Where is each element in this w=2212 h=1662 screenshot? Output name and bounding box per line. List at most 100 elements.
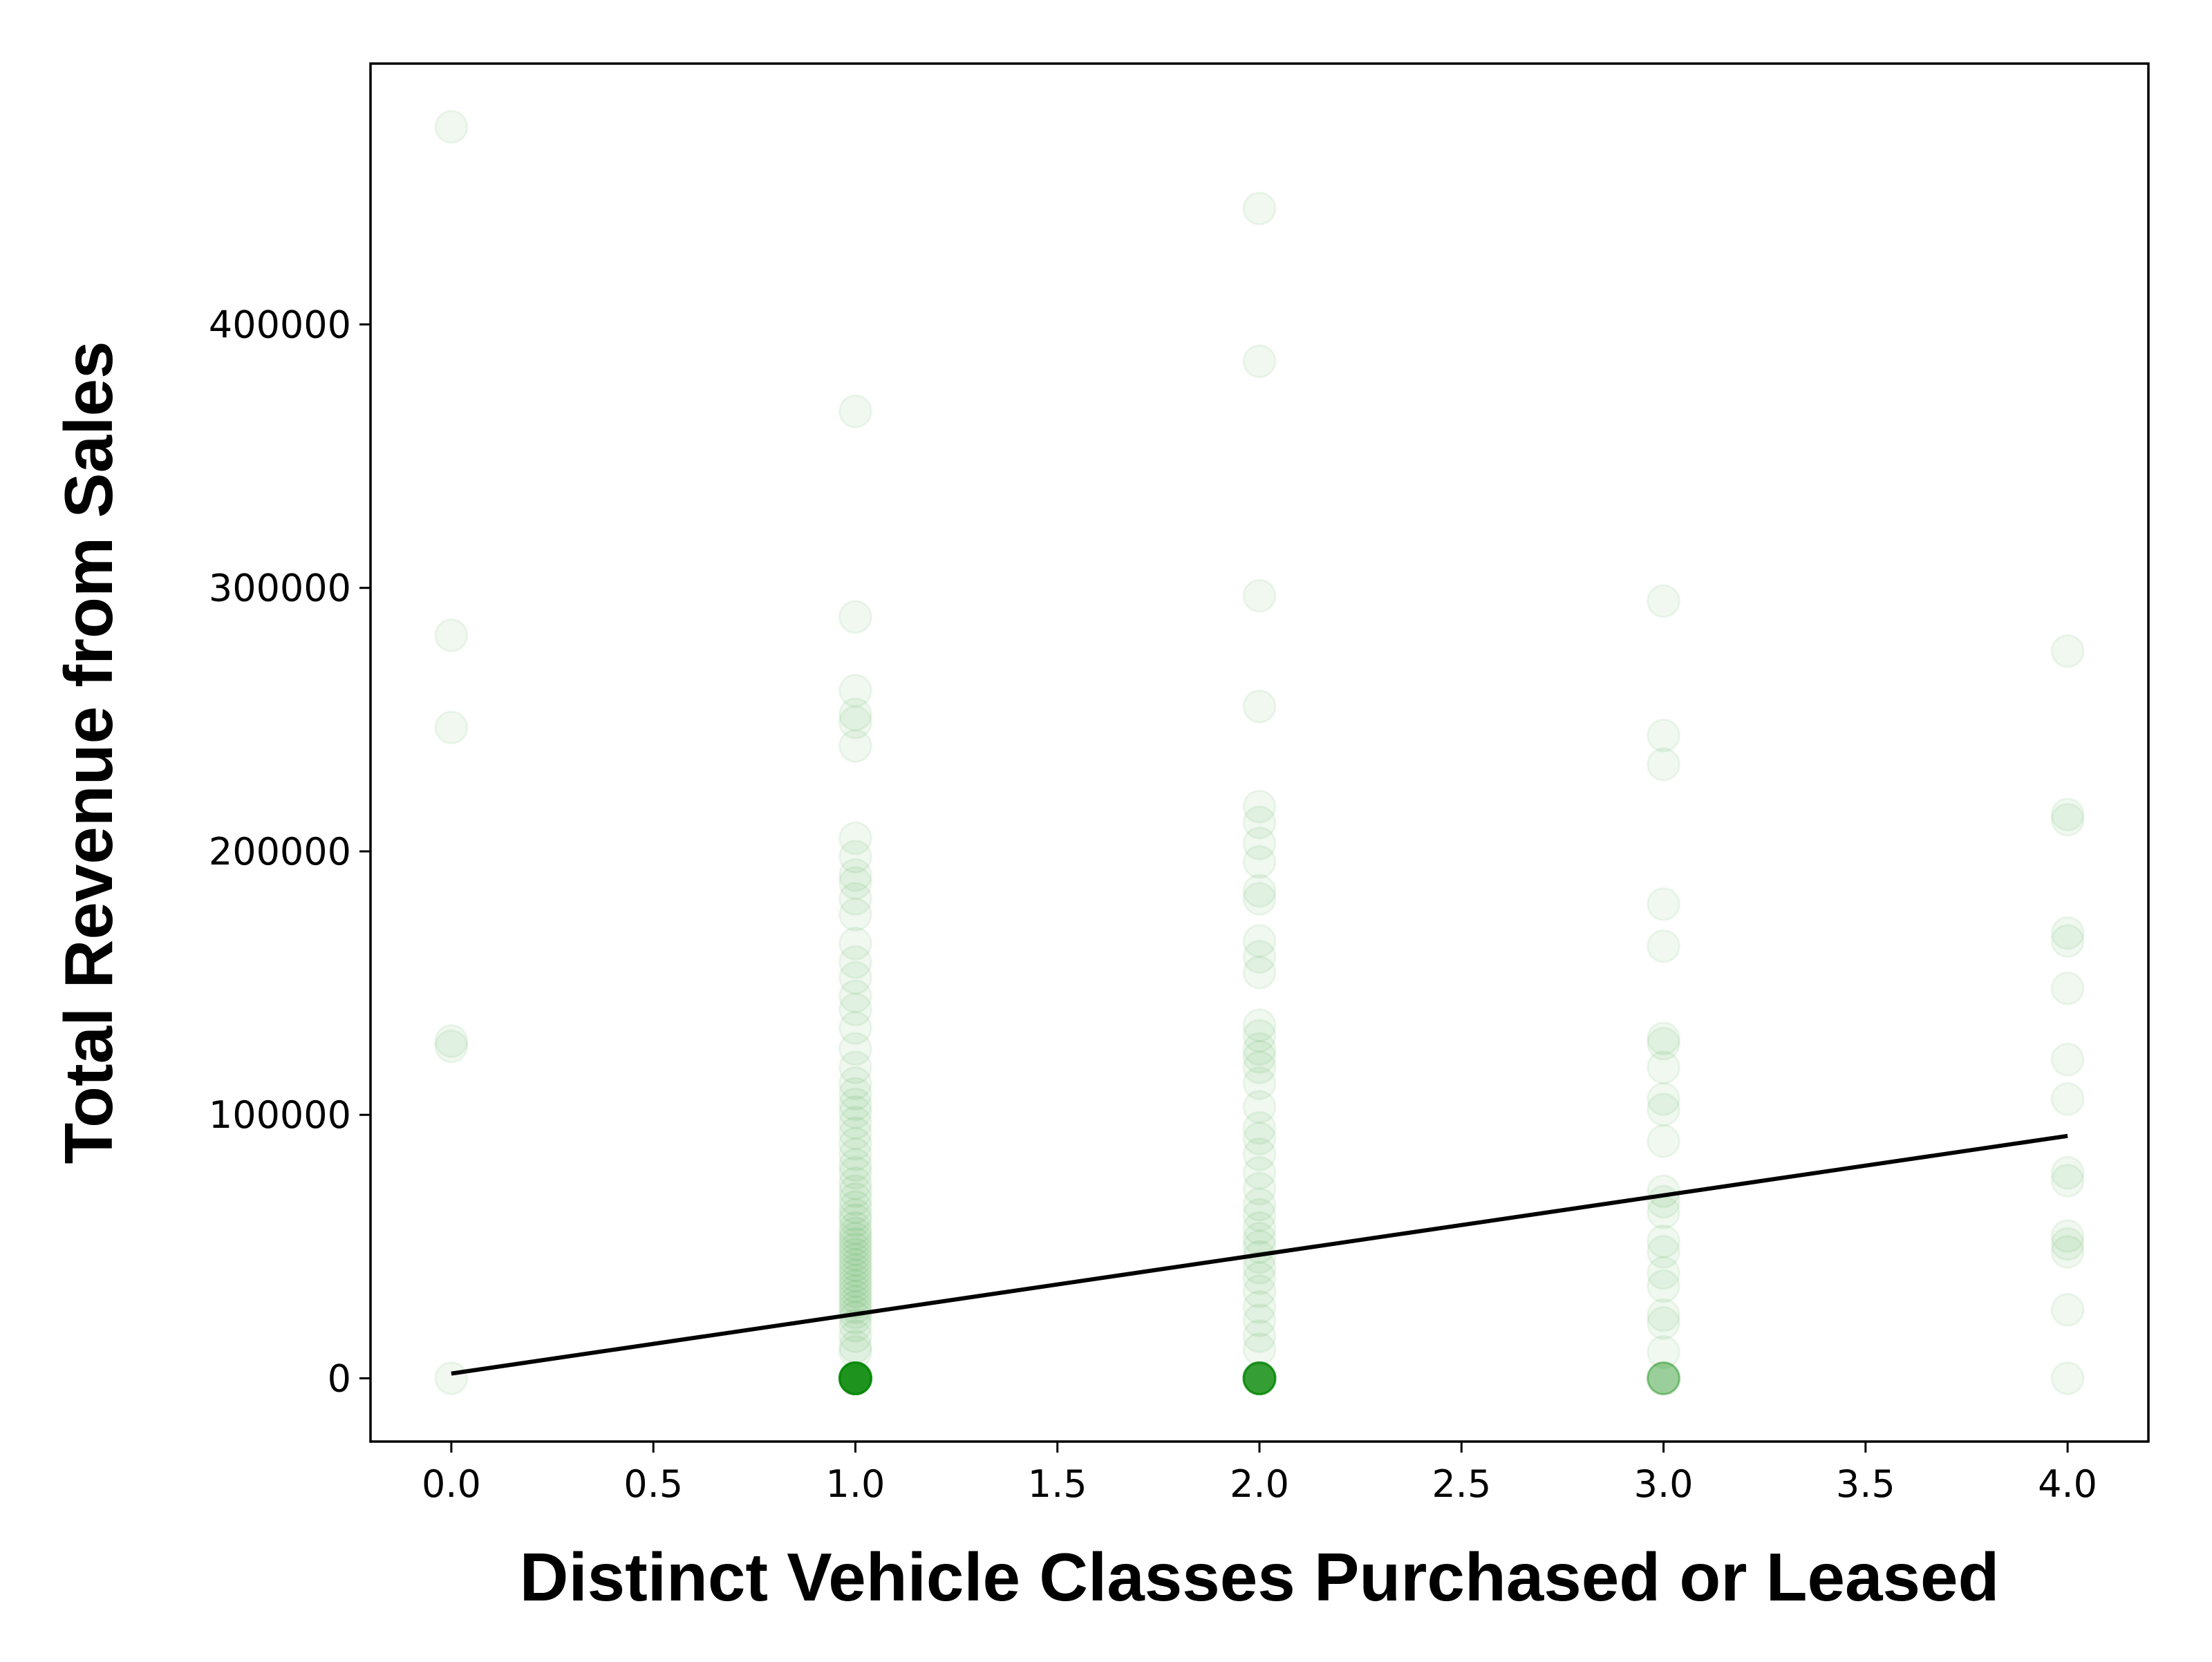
data-point (838, 866, 872, 900)
data-point (1242, 1361, 1277, 1395)
data-point (838, 705, 872, 739)
y-tick-label: 200000 (209, 830, 351, 874)
data-point (838, 1106, 872, 1140)
data-point (1242, 1361, 1277, 1395)
data-point (838, 1237, 872, 1272)
data-point (838, 1263, 872, 1298)
data-point (2050, 1164, 2085, 1198)
data-point (1242, 1361, 1277, 1395)
data-point (838, 1330, 872, 1364)
data-point (838, 1361, 872, 1395)
data-point (1242, 789, 1277, 824)
data-point (1242, 1211, 1277, 1245)
data-point (838, 1361, 872, 1395)
data-point (838, 1227, 872, 1261)
data-point (1242, 1361, 1277, 1395)
data-point (1647, 1224, 1681, 1258)
data-point (1647, 1361, 1681, 1395)
data-point (1242, 1050, 1277, 1085)
data-point (838, 1361, 872, 1395)
data-point (838, 1361, 872, 1395)
data-point (2050, 924, 2085, 959)
data-point (1242, 1361, 1277, 1395)
data-point (1242, 1361, 1277, 1395)
data-point (838, 1308, 872, 1343)
data-point (1242, 874, 1277, 908)
data-point (1242, 1319, 1277, 1353)
data-point (434, 1023, 469, 1058)
x-tick-label: 0.0 (422, 1462, 481, 1506)
data-point (2050, 916, 2085, 950)
data-point (1647, 1361, 1681, 1395)
data-point (838, 673, 872, 708)
data-point (838, 1361, 872, 1395)
data-point (1647, 1361, 1681, 1395)
data-point (434, 110, 469, 144)
data-point (2050, 1361, 2085, 1395)
data-point (1242, 1019, 1277, 1053)
data-point (838, 1258, 872, 1293)
data-point (838, 1087, 872, 1122)
data-point (1242, 1274, 1277, 1309)
data-point (838, 1203, 872, 1238)
data-point (1242, 1361, 1277, 1395)
data-point (1242, 1171, 1277, 1206)
y-tick-label: 100000 (209, 1093, 351, 1137)
data-point (838, 1361, 872, 1395)
data-point (1242, 1361, 1277, 1395)
data-point (2050, 797, 2085, 832)
data-point (1242, 1198, 1277, 1232)
data-point (2050, 1155, 2085, 1190)
data-point (1242, 1361, 1277, 1395)
data-point (1242, 1361, 1277, 1395)
fit-line (451, 1133, 2068, 1376)
data-point (838, 1361, 872, 1395)
y-axis: 0 100000 200000 300000 400000 (209, 303, 371, 1400)
x-tick-label: 4.0 (2038, 1462, 2097, 1506)
data-point (838, 1361, 872, 1395)
data-point (838, 1361, 872, 1395)
data-point (1242, 578, 1277, 613)
data-point (838, 1095, 872, 1129)
data-point (1242, 1155, 1277, 1190)
data-point (838, 1361, 872, 1395)
data-point (434, 1361, 469, 1395)
data-point (1647, 1298, 1681, 1332)
data-point (838, 1221, 872, 1256)
data-point (838, 600, 872, 634)
x-tick-label: 1.5 (1028, 1462, 1087, 1506)
fit-line-layer (451, 1133, 2068, 1376)
data-point (1242, 827, 1277, 861)
data-point (1242, 1361, 1277, 1395)
data-point (1647, 1334, 1681, 1369)
y-axis-title: Total Revenue from Sales (50, 341, 126, 1164)
y-tick-label: 0 (328, 1357, 351, 1400)
data-point (838, 926, 872, 961)
x-axis-title: Distinct Vehicle Classes Purchased or Le… (520, 1539, 2000, 1615)
data-point (838, 1126, 872, 1161)
data-point (838, 1148, 872, 1182)
x-tick-label: 2.0 (1230, 1462, 1289, 1506)
data-point (2050, 1292, 2085, 1327)
data-point (1647, 1256, 1681, 1290)
data-point (1242, 1290, 1277, 1325)
data-point (838, 1361, 872, 1395)
data-point (838, 1361, 872, 1395)
data-point (838, 897, 872, 932)
data-point (1242, 344, 1277, 379)
data-point (1242, 1122, 1277, 1156)
data-point (434, 618, 469, 652)
x-tick-label: 0.5 (624, 1462, 683, 1506)
data-point (1242, 1361, 1277, 1395)
data-point (1242, 1361, 1277, 1395)
data-point (434, 1029, 469, 1064)
data-point (434, 710, 469, 745)
data-point (838, 840, 872, 874)
x-tick-label: 3.0 (1634, 1462, 1694, 1506)
y-tick-label: 400000 (209, 303, 351, 346)
data-point (1647, 747, 1681, 782)
data-point (1242, 844, 1277, 879)
data-point (1647, 1093, 1681, 1127)
data-point (1242, 1250, 1277, 1285)
